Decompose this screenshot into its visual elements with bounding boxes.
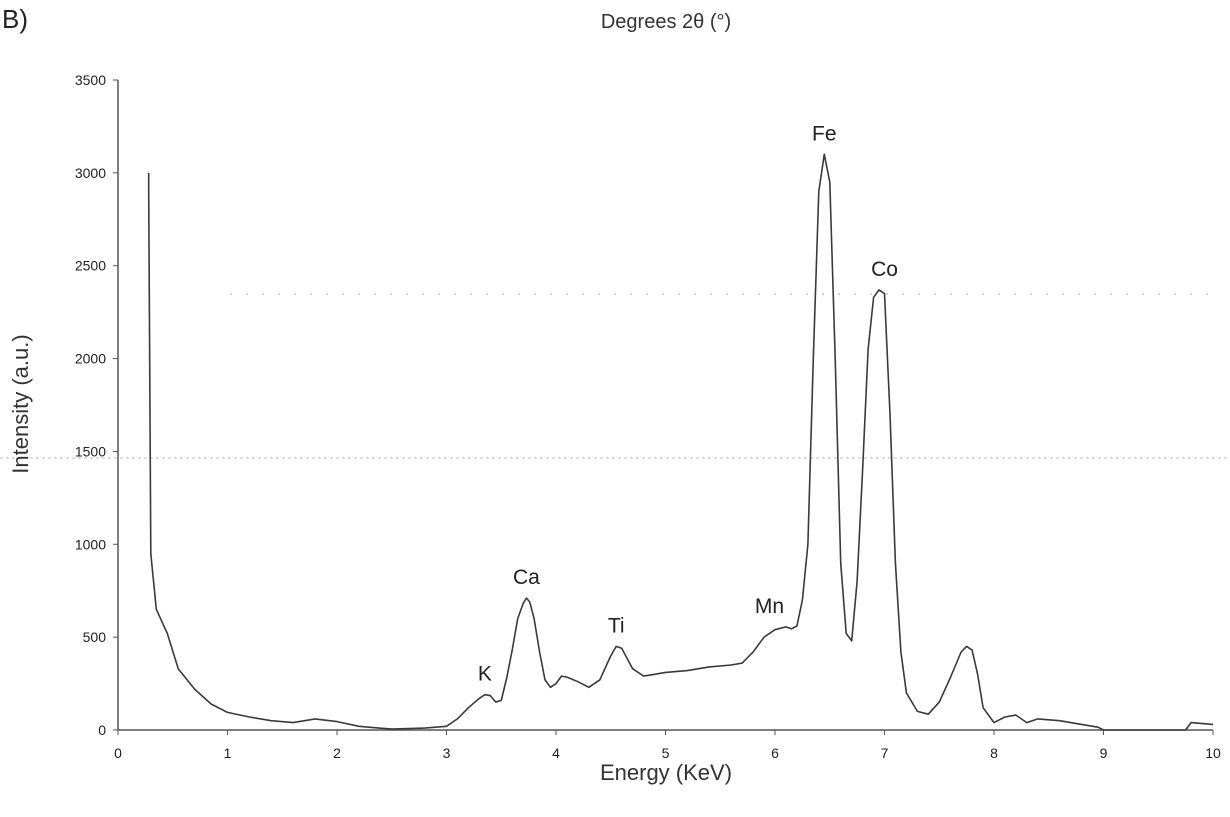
x-tick-label: 9: [1100, 745, 1108, 761]
panel-label: B): [2, 4, 28, 34]
x-tick-label: 6: [771, 745, 779, 761]
y-tick-label: 1500: [75, 443, 106, 459]
axes: [117, 80, 1213, 731]
y-tick-label: 2000: [75, 351, 106, 367]
peak-label: Fe: [812, 122, 837, 145]
peak-label-layer: K Ca Ti Mn Fe Co: [478, 122, 898, 685]
x-tick-label: 8: [990, 745, 998, 761]
x-tick-label: 5: [662, 745, 670, 761]
spectrum-line: [147, 153, 1214, 731]
peak-label: Co: [871, 258, 898, 281]
x-ticks: 0 1 2 3 4 5 6 7 8 9 10: [114, 730, 1221, 761]
dashed-artifacts: [0, 293, 1230, 459]
x-tick-label: 1: [224, 745, 232, 761]
x-tick-label: 3: [443, 745, 451, 761]
y-ticks: 0 500 1000 1500 2000 2500 3000 3500: [75, 72, 118, 738]
y-tick-label: 1000: [75, 536, 106, 552]
peak-label: K: [478, 663, 492, 686]
x-tick-label: 4: [552, 745, 560, 761]
y-tick-label: 0: [98, 722, 106, 738]
y-tick-label: 2500: [75, 258, 106, 274]
x-tick-label: 7: [881, 745, 889, 761]
series-layer: [147, 153, 1214, 731]
y-tick-label: 3500: [75, 72, 106, 88]
top-title: Degrees 2θ (°): [601, 11, 731, 33]
x-tick-label: 0: [114, 745, 122, 761]
peak-label: Ti: [608, 614, 625, 637]
peak-label: Ca: [513, 566, 540, 589]
y-tick-label: 3000: [75, 165, 106, 181]
y-axis-title: Intensity (a.u.): [8, 334, 33, 473]
y-tick-label: 500: [83, 629, 107, 645]
peak-label: Mn: [755, 595, 784, 618]
x-axis-title: Energy (KeV): [600, 760, 732, 785]
x-tick-label: 2: [333, 745, 341, 761]
x-tick-label: 10: [1205, 745, 1221, 761]
